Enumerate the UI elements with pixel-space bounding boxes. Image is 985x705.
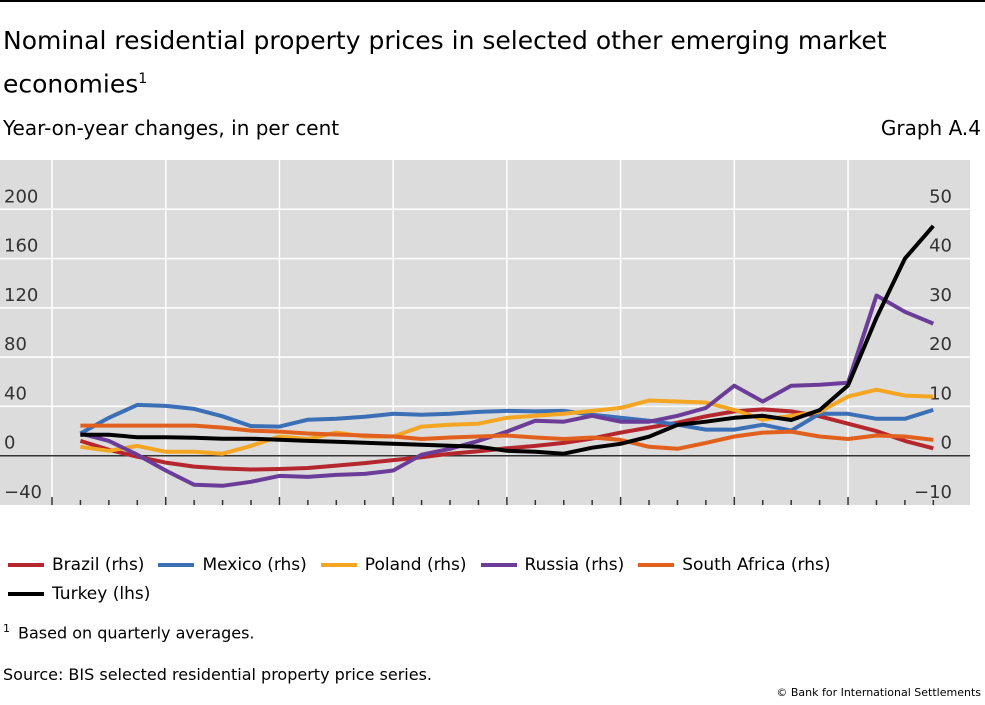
line-chart: −40 0 40 80 120 160 200 −10 0 10 20 30 40 50 Q1 15 Q1 1… (0, 160, 970, 518)
series-line-poland (80, 387, 934, 456)
y-left-tick-label: 40 (4, 383, 27, 404)
legend-swatch (158, 562, 195, 567)
x-tick-label: Q1 19 (481, 517, 532, 518)
series-line-turkey (80, 224, 935, 456)
legend-label: Brazil (rhs) (52, 554, 145, 575)
source-note: Source: BIS selected residential propert… (3, 665, 432, 684)
legend-swatch (638, 562, 675, 567)
x-tick-label: Q1 22 (822, 517, 873, 518)
legend-label: Mexico (rhs) (202, 554, 307, 575)
footnote: 1 Based on quarterly averages. (3, 622, 255, 642)
x-tick-label: Q1 18 (368, 517, 419, 518)
legend-swatch (8, 562, 44, 567)
copyright: © Bank for International Settlements (776, 686, 981, 699)
legend-label: South Africa (rhs) (682, 554, 831, 575)
y-left-tick-label: 0 (4, 433, 15, 454)
y-right-tick-label: 40 (929, 236, 952, 257)
series-line-brazil (79, 407, 934, 472)
chart-subtitle: Year-on-year changes, in per cent (3, 116, 340, 140)
title-text: Nominal residential property prices in s… (3, 26, 887, 99)
x-tick-label: Q1 15 (26, 517, 77, 518)
series-line-russia (79, 293, 935, 488)
legend: Brazil (rhs) Mexico (rhs) Poland (rhs) Russ… (8, 550, 968, 608)
legend-item: South Africa (rhs) (638, 550, 831, 579)
y-left-tick-label: 160 (4, 236, 38, 257)
legend-item: Russia (rhs) (480, 550, 625, 579)
legend-item: Mexico (rhs) (158, 550, 307, 579)
y-left-tick-label: −40 (4, 482, 42, 503)
y-left-tick-label: 200 (4, 186, 38, 207)
y-right-tick-label: 30 (929, 285, 952, 306)
y-right-tick-label: 20 (929, 334, 952, 355)
x-tick-label: Q1 20 (595, 517, 646, 518)
legend-swatch (480, 562, 517, 567)
series-line-south (80, 423, 934, 451)
chart-title: Nominal residential property prices in s… (3, 22, 903, 103)
graph-number: Graph A.4 (880, 116, 981, 140)
legend-label: Russia (rhs) (524, 554, 625, 575)
plot-background (0, 160, 970, 505)
x-tick-label: Q1 16 (140, 517, 191, 518)
y-right-tick-label: 0 (941, 433, 952, 454)
footnote-marker: 1 (3, 622, 10, 635)
top-rule (0, 0, 985, 2)
legend-swatch (8, 591, 44, 596)
y-right-tick-label: 50 (929, 186, 952, 207)
legend-item: Turkey (lhs) (8, 579, 150, 608)
legend-label: Poland (rhs) (364, 554, 467, 575)
x-tick-label: Q1 21 (709, 517, 760, 518)
legend-label: Turkey (lhs) (52, 583, 151, 604)
y-left-tick-label: 80 (4, 334, 27, 355)
legend-swatch (320, 562, 357, 567)
x-tick-label: Q1 17 (254, 517, 305, 518)
y-left-tick-label: 120 (4, 285, 38, 306)
y-right-tick-label: 10 (929, 383, 952, 404)
legend-item: Brazil (rhs) (8, 550, 144, 579)
y-right-tick-label: −10 (914, 482, 952, 503)
legend-item: Poland (rhs) (320, 550, 467, 579)
title-footnote-marker: 1 (138, 71, 148, 87)
footnote-text: Based on quarterly averages. (18, 623, 255, 643)
